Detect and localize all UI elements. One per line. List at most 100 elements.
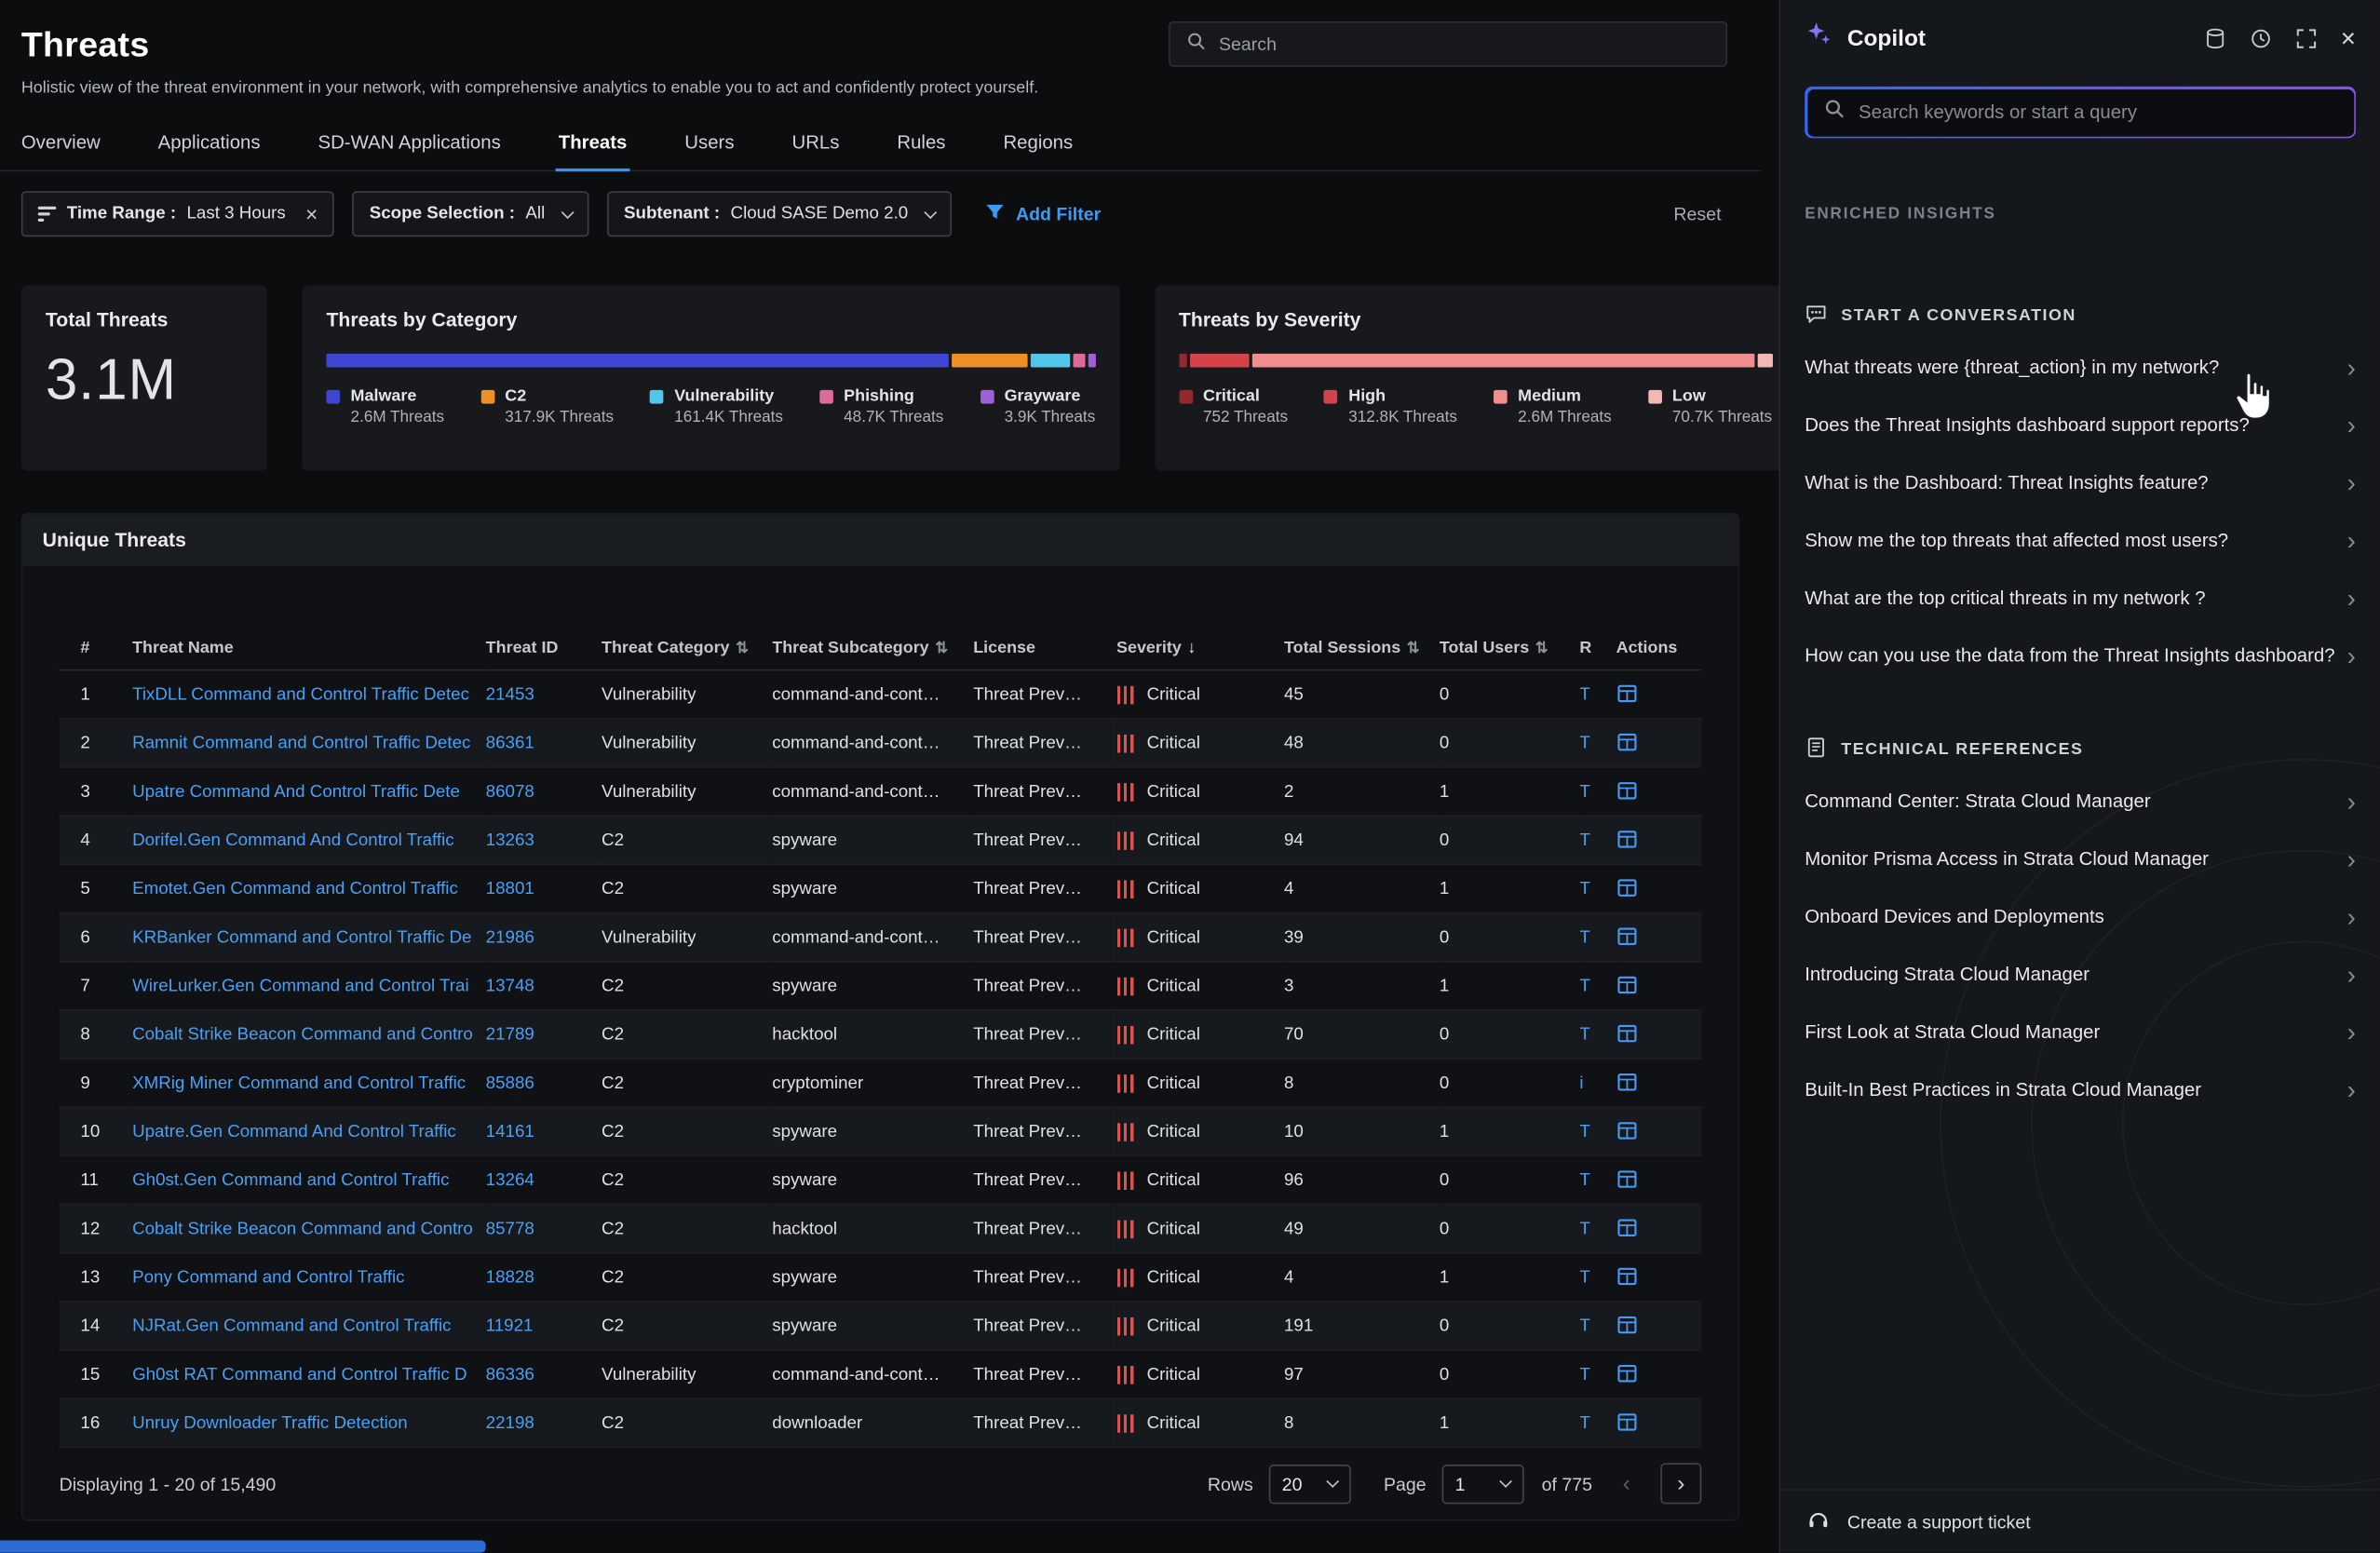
open-log-viewer-icon[interactable] bbox=[1616, 1168, 1638, 1190]
truncated-column-link[interactable]: T bbox=[1579, 1350, 1616, 1398]
time-range-filter[interactable]: Time Range : Last 3 Hours × bbox=[21, 191, 334, 236]
tab-regions[interactable]: Regions bbox=[1000, 118, 1075, 169]
threat-id-link[interactable]: 21789 bbox=[486, 1010, 602, 1059]
page-select[interactable]: 1 bbox=[1441, 1464, 1523, 1503]
open-log-viewer-icon[interactable] bbox=[1616, 877, 1638, 898]
column-header-threat-category[interactable]: Threat Category⇅ bbox=[602, 627, 772, 669]
threat-name-link[interactable]: Pony Command and Control Traffic bbox=[132, 1253, 486, 1302]
open-log-viewer-icon[interactable] bbox=[1616, 1411, 1638, 1433]
conversation-item[interactable]: How can you use the data from the Threat… bbox=[1805, 627, 2365, 684]
tab-overview[interactable]: Overview bbox=[19, 118, 103, 169]
sort-icon[interactable]: ⇅ bbox=[1407, 641, 1420, 657]
threat-id-link[interactable]: 85886 bbox=[486, 1059, 602, 1107]
threat-id-link[interactable]: 14161 bbox=[486, 1107, 602, 1155]
truncated-column-link[interactable]: T bbox=[1579, 1398, 1616, 1447]
sort-icon[interactable]: ⇅ bbox=[1535, 641, 1548, 657]
truncated-column-link[interactable]: T bbox=[1579, 816, 1616, 864]
truncated-column-link[interactable]: T bbox=[1579, 670, 1616, 719]
threat-name-link[interactable]: KRBanker Command and Control Traffic De bbox=[132, 913, 486, 962]
reference-item[interactable]: First Look at Strata Cloud Manager› bbox=[1805, 1003, 2365, 1060]
threat-id-link[interactable]: 18828 bbox=[486, 1253, 602, 1302]
tab-sd-wan-applications[interactable]: SD-WAN Applications bbox=[315, 118, 504, 169]
threat-name-link[interactable]: Unruy Downloader Traffic Detection bbox=[132, 1398, 486, 1447]
threat-id-link[interactable]: 21453 bbox=[486, 670, 602, 719]
threat-name-link[interactable]: Gh0st.Gen Command and Control Traffic bbox=[132, 1155, 486, 1204]
scope-selection-filter[interactable]: Scope Selection : All bbox=[353, 191, 589, 236]
tab-users[interactable]: Users bbox=[682, 118, 737, 169]
global-search-input[interactable] bbox=[1219, 34, 1711, 55]
threat-name-link[interactable]: Upatre Command And Control Traffic Dete bbox=[132, 767, 486, 816]
truncated-column-link[interactable]: T bbox=[1579, 767, 1616, 816]
column-header-total-users[interactable]: Total Users⇅ bbox=[1440, 627, 1580, 669]
conversation-item[interactable]: What are the top critical threats in my … bbox=[1805, 569, 2365, 627]
open-log-viewer-icon[interactable] bbox=[1616, 925, 1638, 947]
threat-name-link[interactable]: TixDLL Command and Control Traffic Detec bbox=[132, 670, 486, 719]
column-header-severity[interactable]: Severity↓ bbox=[1116, 627, 1284, 669]
threat-name-link[interactable]: Ramnit Command and Control Traffic Detec bbox=[132, 719, 486, 767]
add-filter-button[interactable]: Add Filter bbox=[985, 202, 1101, 226]
open-log-viewer-icon[interactable] bbox=[1616, 683, 1638, 705]
tab-urls[interactable]: URLs bbox=[789, 118, 842, 169]
threat-name-link[interactable]: Emotet.Gen Command and Control Traffic bbox=[132, 864, 486, 912]
threat-id-link[interactable]: 85778 bbox=[486, 1204, 602, 1252]
subtenant-filter[interactable]: Subtenant : Cloud SASE Demo 2.0 bbox=[607, 191, 952, 236]
open-log-viewer-icon[interactable] bbox=[1616, 975, 1638, 996]
reference-item[interactable]: Command Center: Strata Cloud Manager› bbox=[1805, 773, 2365, 831]
tab-applications[interactable]: Applications bbox=[155, 118, 263, 169]
conversation-item[interactable]: Show me the top threats that affected mo… bbox=[1805, 511, 2365, 569]
sort-icon[interactable]: ⇅ bbox=[736, 641, 749, 657]
open-log-viewer-icon[interactable] bbox=[1616, 1363, 1638, 1384]
threat-name-link[interactable]: Upatre.Gen Command And Control Traffic bbox=[132, 1107, 486, 1155]
open-log-viewer-icon[interactable] bbox=[1616, 1023, 1638, 1045]
threat-name-link[interactable]: Cobalt Strike Beacon Command and Contro bbox=[132, 1010, 486, 1059]
reference-item[interactable]: Built-In Best Practices in Strata Cloud … bbox=[1805, 1060, 2365, 1118]
reference-item[interactable]: Monitor Prisma Access in Strata Cloud Ma… bbox=[1805, 831, 2365, 888]
truncated-column-link[interactable]: T bbox=[1579, 1107, 1616, 1155]
open-log-viewer-icon[interactable] bbox=[1616, 1120, 1638, 1141]
column-header-total-sessions[interactable]: Total Sessions⇅ bbox=[1284, 627, 1440, 669]
truncated-column-link[interactable]: T bbox=[1579, 913, 1616, 962]
open-log-viewer-icon[interactable] bbox=[1616, 732, 1638, 753]
open-log-viewer-icon[interactable] bbox=[1616, 1217, 1638, 1238]
history-icon[interactable] bbox=[2250, 27, 2272, 49]
tab-rules[interactable]: Rules bbox=[894, 118, 949, 169]
truncated-column-link[interactable]: T bbox=[1579, 1302, 1616, 1350]
threat-name-link[interactable]: Dorifel.Gen Command And Control Traffic bbox=[132, 816, 486, 864]
threat-id-link[interactable]: 11921 bbox=[486, 1302, 602, 1350]
previous-page-button[interactable]: ‹ bbox=[1606, 1463, 1647, 1504]
open-log-viewer-icon[interactable] bbox=[1616, 780, 1638, 802]
sort-desc-icon[interactable]: ↓ bbox=[1187, 639, 1196, 657]
threat-id-link[interactable]: 13264 bbox=[486, 1155, 602, 1204]
copilot-search[interactable] bbox=[1805, 87, 2356, 138]
sort-icon[interactable]: ⇅ bbox=[935, 641, 948, 657]
truncated-column-link[interactable]: T bbox=[1579, 1204, 1616, 1252]
threat-id-link[interactable]: 22198 bbox=[486, 1398, 602, 1447]
truncated-column-link[interactable]: T bbox=[1579, 962, 1616, 1010]
open-log-viewer-icon[interactable] bbox=[1616, 829, 1638, 850]
data-sources-icon[interactable] bbox=[2204, 27, 2226, 49]
truncated-column-link[interactable]: T bbox=[1579, 1155, 1616, 1204]
conversation-item[interactable]: Does the Threat Insights dashboard suppo… bbox=[1805, 396, 2365, 453]
rows-per-page-select[interactable]: 20 bbox=[1268, 1464, 1350, 1503]
threat-name-link[interactable]: Cobalt Strike Beacon Command and Contro bbox=[132, 1204, 486, 1252]
threat-id-link[interactable]: 21986 bbox=[486, 913, 602, 962]
expand-icon[interactable] bbox=[2295, 27, 2318, 49]
remove-filter-icon[interactable]: × bbox=[305, 202, 318, 226]
threat-id-link[interactable]: 13748 bbox=[486, 962, 602, 1010]
tab-threats[interactable]: Threats bbox=[555, 118, 629, 169]
reset-filters-button[interactable]: Reset bbox=[1673, 203, 1739, 224]
copilot-search-input[interactable] bbox=[1859, 101, 2338, 123]
truncated-column-link[interactable]: T bbox=[1579, 1253, 1616, 1302]
reference-item[interactable]: Onboard Devices and Deployments› bbox=[1805, 888, 2365, 946]
open-log-viewer-icon[interactable] bbox=[1616, 1072, 1638, 1093]
global-search[interactable] bbox=[1169, 21, 1727, 67]
conversation-item[interactable]: What threats were {threat_action} in my … bbox=[1805, 339, 2365, 397]
threat-name-link[interactable]: NJRat.Gen Command and Control Traffic bbox=[132, 1302, 486, 1350]
threat-name-link[interactable]: Gh0st RAT Command and Control Traffic D bbox=[132, 1350, 486, 1398]
threat-name-link[interactable]: XMRig Miner Command and Control Traffic bbox=[132, 1059, 486, 1107]
threat-id-link[interactable]: 86336 bbox=[486, 1350, 602, 1398]
threat-id-link[interactable]: 86361 bbox=[486, 719, 602, 767]
reference-item[interactable]: Introducing Strata Cloud Manager› bbox=[1805, 946, 2365, 1004]
create-support-ticket-button[interactable]: Create a support ticket bbox=[1780, 1489, 2380, 1552]
threat-id-link[interactable]: 13263 bbox=[486, 816, 602, 864]
